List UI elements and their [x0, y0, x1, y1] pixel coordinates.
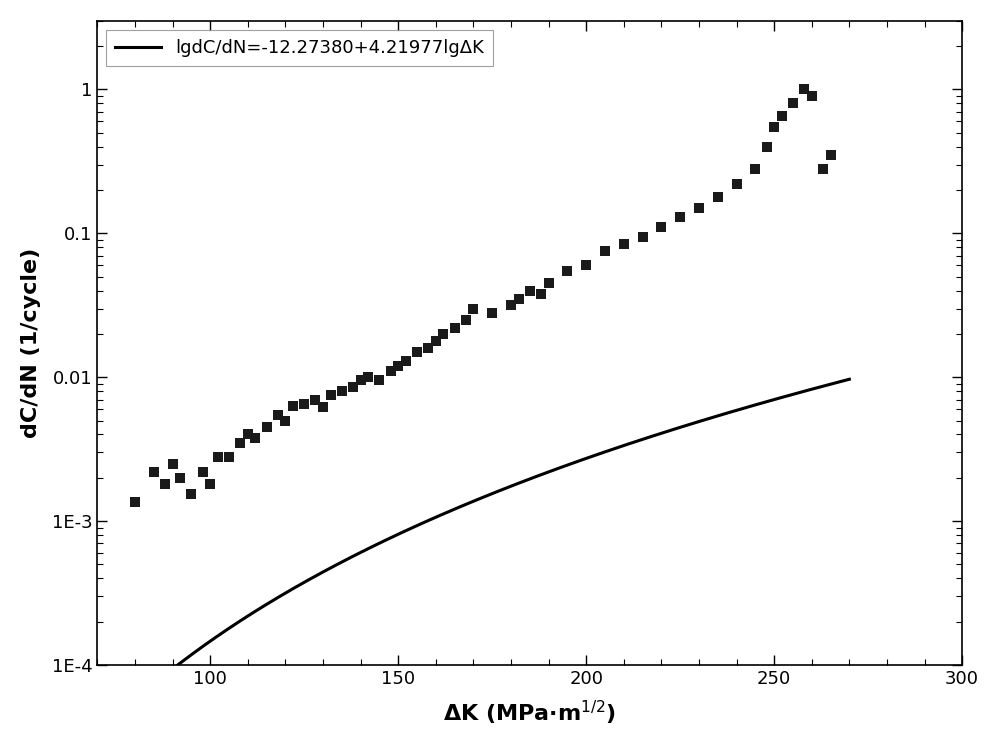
Point — [345, 381, 361, 393]
lgdC/dN=-12.27380+4.21977lgΔK — [458, 500, 470, 509]
Point — [334, 385, 350, 397]
Point — [247, 432, 263, 444]
Point — [285, 400, 301, 412]
Point — [259, 421, 275, 433]
X-axis label: ΔK (MPa·m$^{1/2}$): ΔK (MPa·m$^{1/2}$) — [443, 699, 616, 727]
Point — [172, 472, 188, 484]
Point — [597, 245, 613, 257]
lgdC/dN=-12.27380+4.21977lgΔK — [843, 375, 855, 384]
Point — [774, 111, 790, 123]
Point — [447, 322, 463, 334]
Point — [146, 466, 162, 478]
Point — [796, 84, 812, 96]
Line: lgdC/dN=-12.27380+4.21977lgΔK: lgdC/dN=-12.27380+4.21977lgΔK — [116, 379, 849, 717]
Point — [165, 458, 181, 470]
Point — [323, 389, 339, 401]
Point — [360, 371, 376, 383]
Point — [202, 479, 218, 491]
lgdC/dN=-12.27380+4.21977lgΔK — [507, 481, 519, 490]
Point — [240, 429, 256, 441]
Point — [390, 360, 406, 372]
Point — [710, 191, 726, 203]
Point — [653, 221, 669, 233]
Legend: lgdC/dN=-12.27380+4.21977lgΔK: lgdC/dN=-12.27380+4.21977lgΔK — [106, 30, 493, 66]
Point — [383, 365, 399, 377]
Point — [759, 141, 775, 153]
Point — [195, 466, 211, 478]
Point — [804, 90, 820, 102]
Point — [823, 149, 839, 161]
Point — [533, 288, 549, 300]
Point — [296, 398, 312, 410]
Point — [353, 375, 369, 387]
Point — [578, 260, 594, 272]
Point — [616, 238, 632, 250]
Point — [541, 278, 557, 289]
lgdC/dN=-12.27380+4.21977lgΔK — [110, 713, 122, 722]
Point — [559, 265, 575, 277]
Point — [210, 451, 226, 463]
lgdC/dN=-12.27380+4.21977lgΔK — [547, 466, 559, 475]
Point — [127, 497, 143, 509]
Point — [511, 293, 527, 305]
Point — [277, 414, 293, 426]
Point — [221, 451, 237, 463]
Point — [747, 163, 763, 175]
Y-axis label: dC/dN (1/cycle): dC/dN (1/cycle) — [21, 248, 41, 438]
lgdC/dN=-12.27380+4.21977lgΔK — [463, 499, 475, 508]
lgdC/dN=-12.27380+4.21977lgΔK — [711, 411, 723, 420]
Point — [635, 230, 651, 242]
Point — [435, 328, 451, 340]
Point — [420, 342, 436, 354]
Point — [428, 334, 444, 346]
Point — [729, 178, 745, 190]
Point — [270, 408, 286, 420]
Point — [691, 202, 707, 214]
Point — [815, 163, 831, 175]
Point — [503, 298, 519, 310]
Point — [409, 346, 425, 358]
Point — [398, 355, 414, 367]
Point — [157, 479, 173, 491]
Point — [465, 303, 481, 315]
Point — [458, 314, 474, 326]
Point — [232, 437, 248, 449]
Point — [672, 211, 688, 223]
lgdC/dN=-12.27380+4.21977lgΔK — [826, 379, 838, 388]
Point — [484, 307, 500, 319]
Point — [522, 285, 538, 297]
Point — [766, 121, 782, 133]
Point — [315, 401, 331, 413]
Point — [371, 375, 387, 387]
Point — [785, 97, 801, 109]
Point — [307, 393, 323, 405]
Point — [183, 488, 199, 500]
